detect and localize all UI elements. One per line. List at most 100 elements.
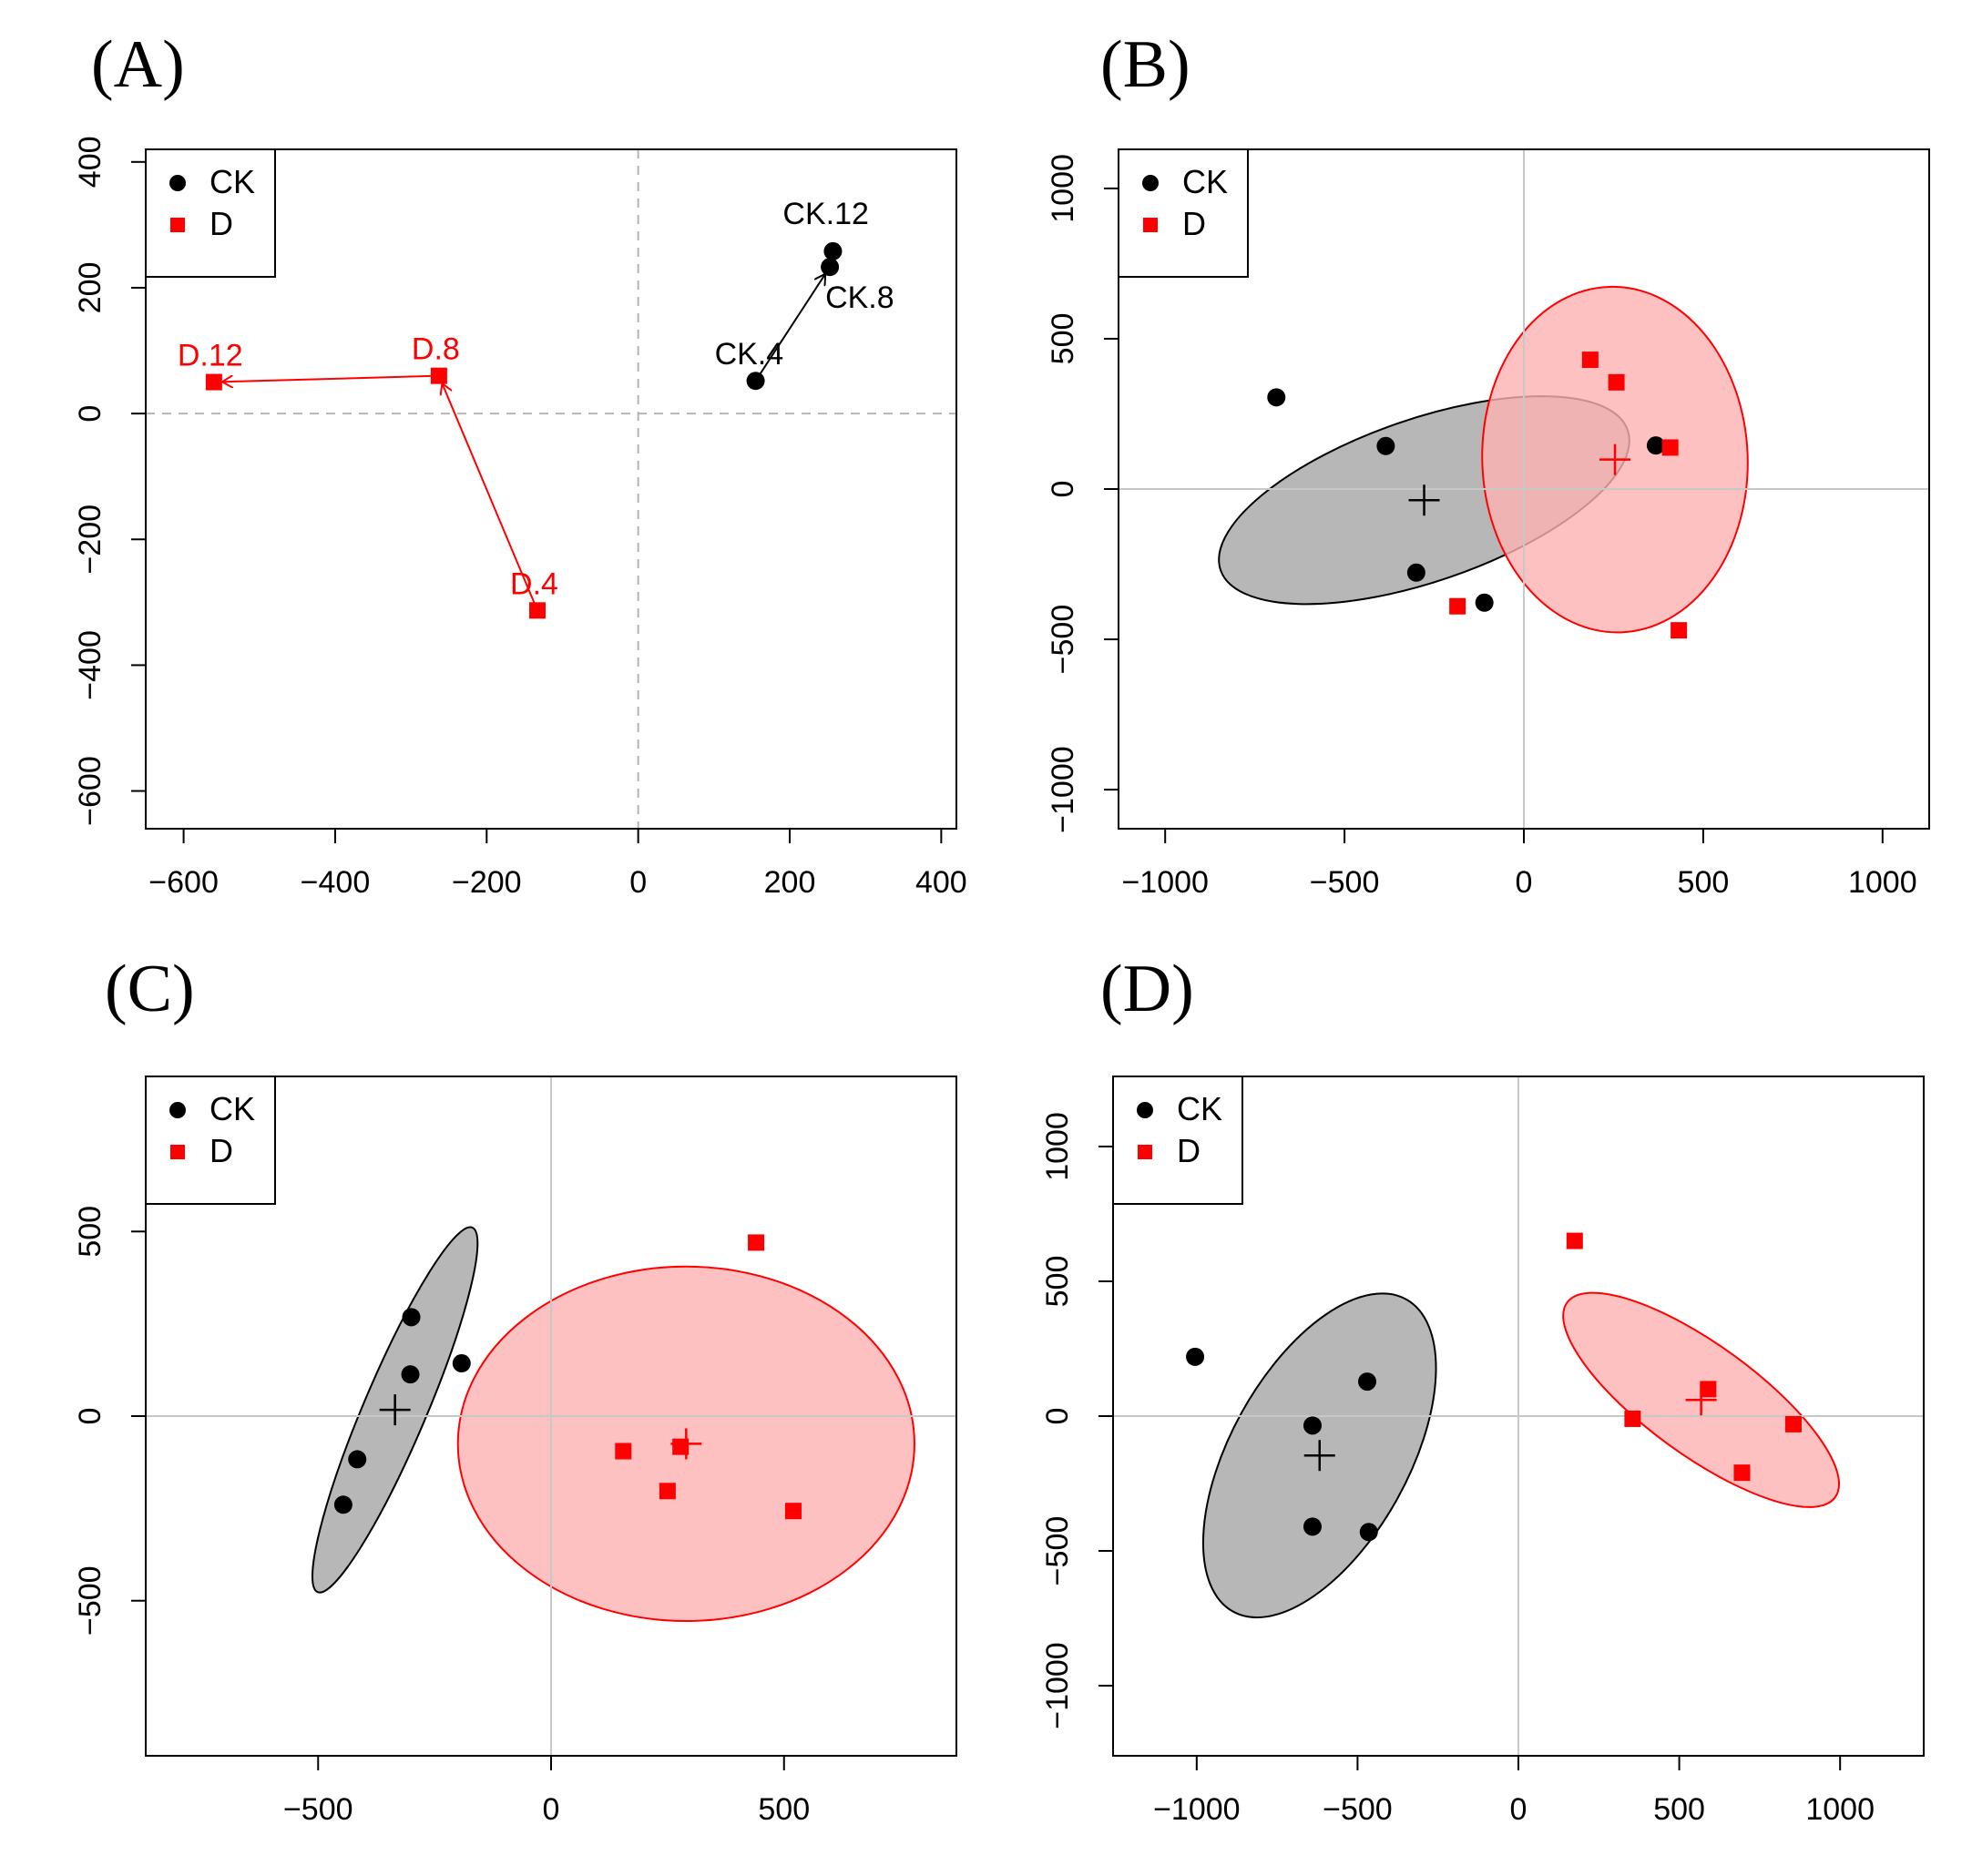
- x-tick-label: 500: [1653, 1792, 1705, 1827]
- panel-label: (C): [105, 952, 195, 1026]
- legend-label: CK: [209, 1090, 255, 1127]
- y-tick-label: −500: [1040, 1516, 1075, 1586]
- x-tick-label: 500: [758, 1792, 810, 1827]
- d-trajectory-arrow: [442, 383, 536, 604]
- plot-area: [1119, 149, 1929, 829]
- x-tick-label: −200: [452, 865, 522, 900]
- d-point: [1700, 1381, 1717, 1398]
- legend-label: D: [209, 1132, 233, 1169]
- x-tick-label: 0: [1510, 1792, 1528, 1827]
- y-tick-label: 500: [1040, 1256, 1075, 1308]
- x-tick-label: 1000: [1848, 865, 1917, 900]
- x-tick-label: 0: [629, 865, 647, 900]
- legend-box: [145, 148, 276, 278]
- y-tick-label: 1000: [1046, 154, 1080, 223]
- legend: CK D: [1118, 148, 1249, 278]
- chart-panel-3: (C) −500 0 500 −500 0 500 CK D: [73, 952, 957, 1827]
- d-point: [672, 1438, 690, 1455]
- y-tick-label: 0: [73, 1408, 107, 1425]
- ck-point: [1646, 436, 1665, 455]
- x-tick-label: −1000: [1121, 865, 1209, 900]
- plot-frame: [145, 148, 957, 830]
- d-trajectory-arrow: [222, 374, 431, 382]
- y-tick-label: 500: [1046, 313, 1080, 365]
- d-point: [1449, 597, 1466, 615]
- legend-marker-ck: [1142, 175, 1159, 191]
- chart-panel-2: (B) −1000 −500 0 500 1000 −1000 −500 0 500 1000 CK D: [1046, 27, 1930, 900]
- x-tick-label: 0: [1516, 865, 1533, 900]
- d-point: [430, 367, 447, 384]
- legend-marker-ck: [169, 175, 186, 191]
- legend: CK D: [145, 148, 276, 278]
- x-tick-label: −600: [148, 865, 219, 900]
- ck-point: [1267, 388, 1286, 407]
- y-tick-label: 0: [1046, 481, 1080, 498]
- y-tick-label: −500: [73, 1565, 107, 1636]
- legend-box: [145, 1076, 276, 1205]
- legend-label: D: [209, 205, 233, 242]
- x-tick-label: 0: [543, 1792, 560, 1827]
- panel-label: (B): [1100, 27, 1190, 102]
- legend-label: D: [1182, 205, 1206, 242]
- d-point: [205, 373, 222, 391]
- d-point: [615, 1443, 632, 1460]
- ck-point: [823, 241, 843, 260]
- point-label: CK.4: [715, 337, 784, 372]
- x-tick-label: −500: [1310, 865, 1380, 900]
- ck-point: [1406, 563, 1425, 582]
- ck-point: [1359, 1523, 1378, 1542]
- ck-point: [1376, 436, 1395, 455]
- y-tick-label: −600: [73, 756, 107, 826]
- d-point: [1784, 1415, 1802, 1432]
- ck-point: [1358, 1372, 1377, 1392]
- x-tick-label: −1000: [1153, 1792, 1241, 1827]
- legend-label: D: [1177, 1132, 1201, 1169]
- x-tick-label: −500: [1323, 1792, 1393, 1827]
- legend-marker-d: [170, 218, 185, 232]
- panel-label: (D): [1100, 952, 1194, 1026]
- y-tick-label: 0: [1040, 1408, 1075, 1425]
- ck-point: [333, 1495, 353, 1514]
- point-label: D.12: [178, 339, 243, 373]
- legend: CK D: [145, 1076, 276, 1205]
- plot-area: [146, 1076, 956, 1756]
- d-point: [1624, 1410, 1641, 1427]
- y-tick-label: 500: [73, 1206, 107, 1258]
- legend-box: [1112, 1076, 1243, 1205]
- y-tick-label: −400: [73, 630, 107, 700]
- panel-label: (A): [91, 27, 185, 102]
- d-point: [784, 1503, 802, 1520]
- d-point: [1608, 373, 1625, 391]
- ck-point: [1303, 1416, 1322, 1435]
- legend-box: [1118, 148, 1249, 278]
- legend-label: CK: [1182, 163, 1228, 200]
- d-point: [1581, 352, 1599, 369]
- ck-point: [1303, 1517, 1322, 1536]
- x-tick-label: 500: [1678, 865, 1730, 900]
- legend: CK D: [1112, 1076, 1243, 1205]
- point-label: CK.12: [782, 197, 869, 231]
- d-point: [748, 1234, 765, 1251]
- plot-area: [1113, 1076, 1924, 1756]
- y-tick-label: 200: [73, 262, 107, 314]
- ck-point: [452, 1354, 471, 1373]
- x-tick-label: 200: [764, 865, 816, 900]
- ck-point: [402, 1308, 421, 1327]
- ck-point: [1475, 593, 1494, 612]
- legend-marker-d: [1138, 1145, 1152, 1159]
- d-point: [529, 602, 547, 619]
- ck-point: [401, 1365, 420, 1384]
- d-point: [1733, 1464, 1751, 1482]
- ck-point: [1186, 1347, 1205, 1366]
- y-tick-label: −1000: [1040, 1642, 1075, 1729]
- y-tick-label: −1000: [1046, 746, 1080, 833]
- d-point: [1671, 622, 1688, 639]
- legend-label: CK: [209, 163, 255, 200]
- x-tick-label: −400: [301, 865, 371, 900]
- point-label: CK.8: [825, 280, 894, 315]
- ck-trajectory-arrow: [759, 274, 825, 375]
- d-point: [1566, 1232, 1583, 1249]
- point-label: D.4: [510, 566, 558, 601]
- y-tick-label: 400: [73, 136, 107, 188]
